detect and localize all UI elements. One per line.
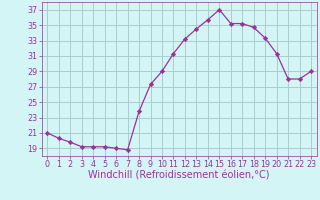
X-axis label: Windchill (Refroidissement éolien,°C): Windchill (Refroidissement éolien,°C) xyxy=(88,171,270,181)
